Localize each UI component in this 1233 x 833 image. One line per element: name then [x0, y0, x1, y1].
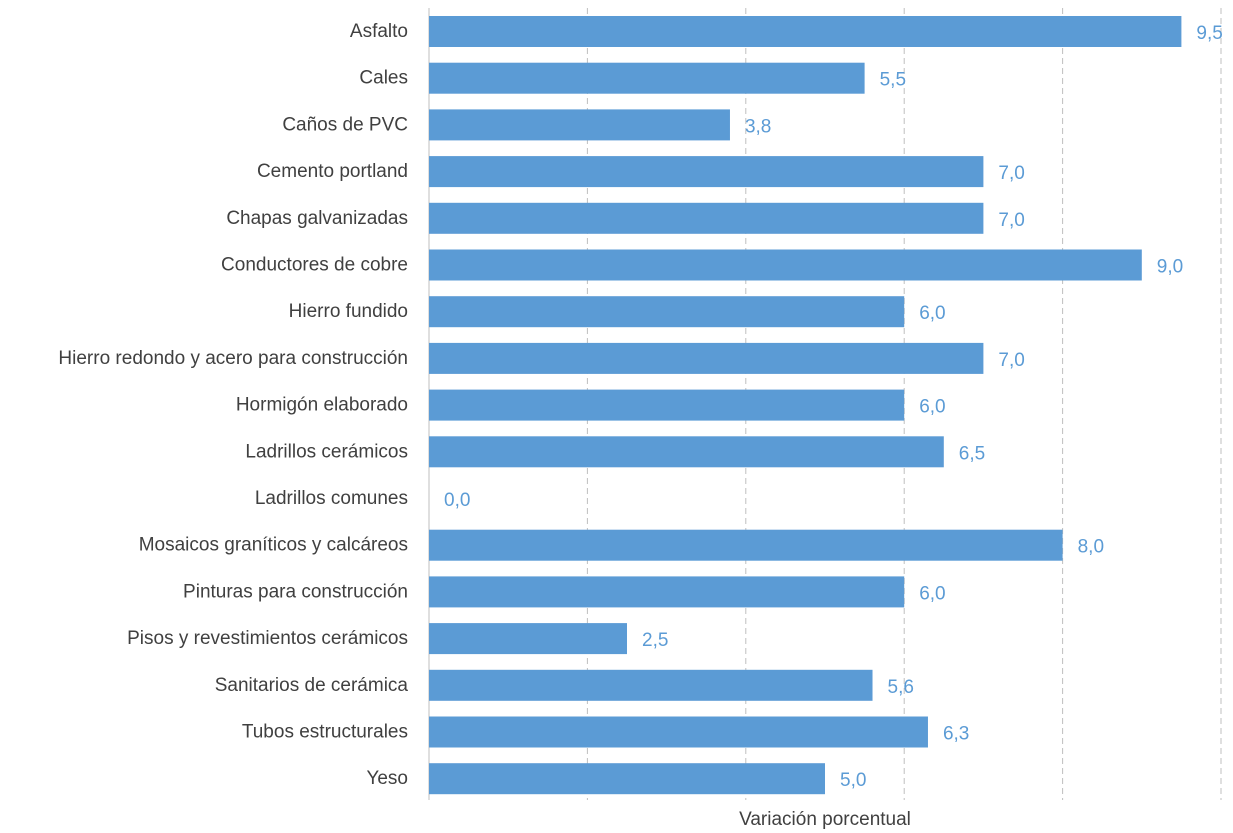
- bar: [429, 436, 944, 468]
- bar: [429, 202, 984, 234]
- category-label: Mosaicos graníticos y calcáreos: [139, 535, 408, 556]
- category-label: Cemento portland: [257, 161, 408, 182]
- bar: [429, 109, 730, 141]
- data-label: 5,6: [888, 677, 914, 698]
- data-label: 0,0: [444, 490, 470, 511]
- data-label: 6,0: [919, 303, 945, 324]
- bar: [429, 669, 873, 701]
- bar: [429, 529, 1063, 561]
- category-label: Chapas galvanizadas: [226, 208, 408, 229]
- data-label: 6,3: [943, 724, 969, 745]
- bar: [429, 716, 928, 748]
- category-label: Conductores de cobre: [221, 255, 408, 276]
- category-label: Ladrillos comunes: [255, 488, 408, 509]
- labels-layer: Asfalto 9,5 Cales 5,5 Caños de PVC 3,8 Cemento…: [58, 21, 1222, 791]
- category-label: Yeso: [366, 768, 408, 789]
- category-label: Cales: [359, 68, 408, 89]
- data-label: 6,0: [919, 583, 945, 604]
- category-label: Hormigón elaborado: [236, 395, 408, 416]
- bar: [429, 576, 905, 608]
- bar: [429, 16, 1182, 47]
- category-label: Asfalto: [350, 21, 408, 42]
- category-label: Pisos y revestimientos cerámicos: [127, 628, 408, 649]
- data-label: 5,5: [880, 70, 906, 91]
- bar: [429, 763, 825, 795]
- data-label: 3,8: [745, 116, 771, 137]
- category-label: Ladrillos cerámicos: [245, 441, 408, 462]
- category-label: Caños de PVC: [282, 114, 408, 135]
- bar: [429, 389, 905, 421]
- category-label: Pinturas para construcción: [183, 581, 408, 602]
- data-label: 2,5: [642, 630, 668, 651]
- x-axis-title: Variación porcentual: [739, 809, 911, 830]
- category-label: Sanitarios de cerámica: [215, 675, 409, 696]
- data-label: 9,0: [1157, 257, 1183, 278]
- category-label: Tubos estructurales: [242, 722, 408, 743]
- bar: [429, 62, 865, 94]
- bar: [429, 156, 984, 188]
- bar: [429, 342, 984, 374]
- bar: [429, 249, 1142, 281]
- category-label: Hierro fundido: [289, 301, 408, 322]
- bar: [429, 296, 905, 328]
- data-label: 6,0: [919, 397, 945, 418]
- data-label: 9,5: [1196, 23, 1222, 44]
- data-label: 7,0: [998, 210, 1024, 231]
- category-label: Hierro redondo y acero para construcción: [58, 348, 408, 369]
- bars-layer: [429, 16, 1182, 795]
- data-label: 7,0: [998, 350, 1024, 371]
- data-label: 5,0: [840, 770, 866, 791]
- bar: [429, 623, 627, 655]
- data-label: 6,5: [959, 443, 985, 464]
- data-label: 8,0: [1078, 537, 1104, 558]
- data-label: 7,0: [998, 163, 1024, 184]
